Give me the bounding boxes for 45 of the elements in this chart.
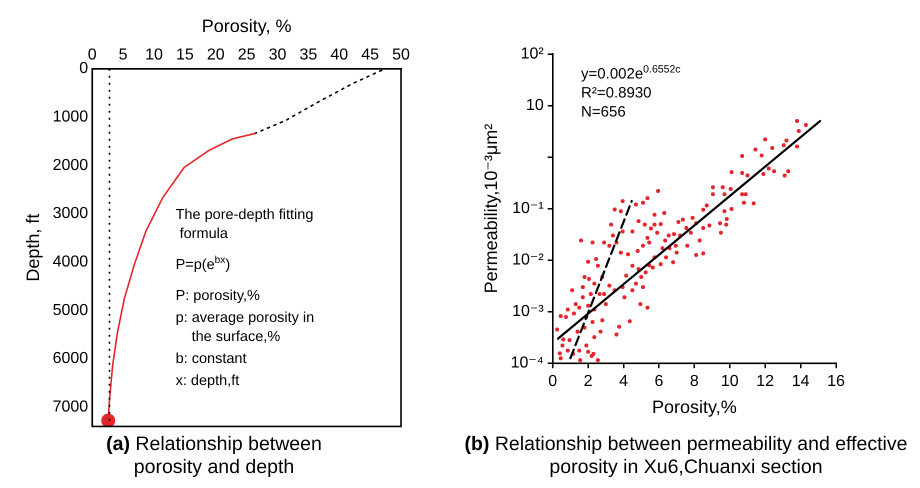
y-tick-label: 10⁻⁴ [510, 354, 544, 372]
annotation: N=656 [581, 104, 626, 121]
x-tick-label: 8 [690, 373, 699, 390]
x-tick-label: 50 [392, 46, 410, 64]
annotation: b: constant [176, 350, 247, 367]
y-tick-label: 10² [520, 45, 544, 62]
x-tick-label: 15 [176, 46, 194, 64]
y-axis-title: Depth, ft [22, 214, 43, 282]
x-tick-label: 30 [268, 46, 286, 64]
annotation: The pore-depth fitting formula [176, 206, 314, 242]
y-tick-label: 0 [79, 60, 88, 78]
y-tick-label: 10⁻² [512, 252, 544, 269]
text: (a) Relationship between porosity and depth [105, 433, 323, 479]
x-tick-label: 6 [654, 373, 664, 390]
x-axis-title: Porosity, % [202, 16, 292, 36]
x-tick-label: 2 [584, 373, 593, 390]
y-tick-label: 1000 [52, 108, 88, 126]
annotation: P: porosity,% [176, 288, 260, 304]
text: (b) Relationship between permeability and effective porosity in Xu6,Chuanxi section [464, 433, 908, 479]
y-axis-title: Permeability,10⁻³μm² [480, 124, 501, 294]
x-tick-label: 25 [238, 46, 256, 64]
x-tick-label: 16 [827, 373, 845, 390]
y-tick-label: 3000 [52, 205, 88, 222]
y-tick-label: 6000 [52, 350, 88, 368]
x-tick-label: 40 [330, 46, 348, 64]
x-tick-label: 4 [619, 373, 628, 390]
x-tick-label: 0 [548, 373, 558, 390]
x-tick-label: 5 [118, 46, 128, 64]
y-tick-label: 10⁻¹ [512, 200, 544, 218]
x-tick-label: 20 [206, 46, 225, 64]
x-tick-label: 45 [361, 46, 380, 64]
y-tick-label: 10 [526, 96, 544, 114]
annotation: R²=0.8930 [581, 84, 652, 102]
y-tick-label: 5000 [52, 302, 88, 319]
x-tick-label: 10 [720, 373, 739, 390]
y-tick-label: 2000 [52, 156, 88, 174]
x-axis-title: Porosity,% [652, 397, 737, 418]
x-tick-label: 14 [792, 373, 810, 390]
y-tick-label: 10⁻³ [512, 303, 544, 320]
y-tick-label: 4000 [52, 254, 88, 271]
annotation: x: depth,ft [176, 372, 240, 389]
x-tick-label: 35 [299, 46, 318, 64]
x-tick-label: 12 [756, 373, 774, 390]
x-tick-label: 10 [145, 46, 163, 64]
y-tick-label: 7000 [52, 398, 88, 416]
